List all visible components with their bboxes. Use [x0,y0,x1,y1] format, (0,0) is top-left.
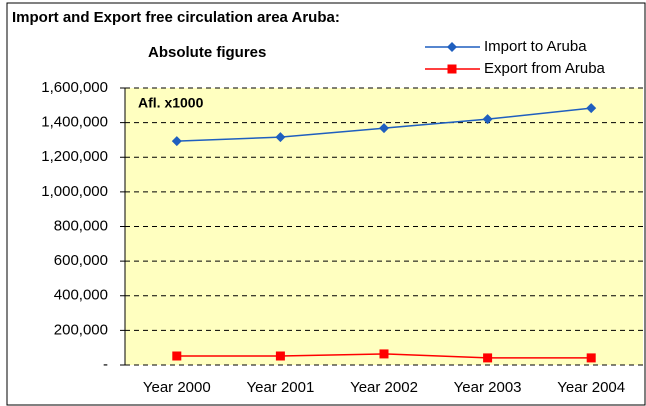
y-tick-label: 1,600,000 [41,79,108,96]
x-tick-label: Year 2003 [454,379,522,396]
point [483,353,493,363]
x-tick-label: Year 2004 [557,379,625,396]
y-tick-label: 800,000 [54,217,108,234]
x-tick-label: Year 2000 [143,379,211,396]
x-tick-label: Year 2002 [350,379,418,396]
point [275,132,286,143]
y-tick-label: 1,400,000 [41,114,108,131]
y-tick-label: 600,000 [54,252,108,269]
chart-title: Import and Export free circulation area … [12,9,340,26]
y-tick-label: 1,000,000 [41,183,108,200]
y-tick-label: 200,000 [54,321,108,338]
point [482,114,493,125]
point [171,136,182,147]
point [586,103,597,114]
point [379,349,389,359]
point [379,123,389,134]
chart-subtitle: Absolute figures [148,44,266,61]
point [275,351,285,361]
annotation: Afl. x1000 [138,95,204,111]
legend-marker [447,64,457,74]
legend-label: Export from Aruba [484,60,606,77]
point [586,353,596,363]
y-tick-label: - [103,356,108,373]
legend-marker [447,42,457,52]
y-tick-label: 1,200,000 [41,148,108,165]
legend-label: Import to Aruba [484,38,587,55]
x-tick-label: Year 2001 [246,379,314,396]
point [172,351,182,361]
plot-area [125,88,643,365]
y-tick-label: 400,000 [54,287,108,304]
